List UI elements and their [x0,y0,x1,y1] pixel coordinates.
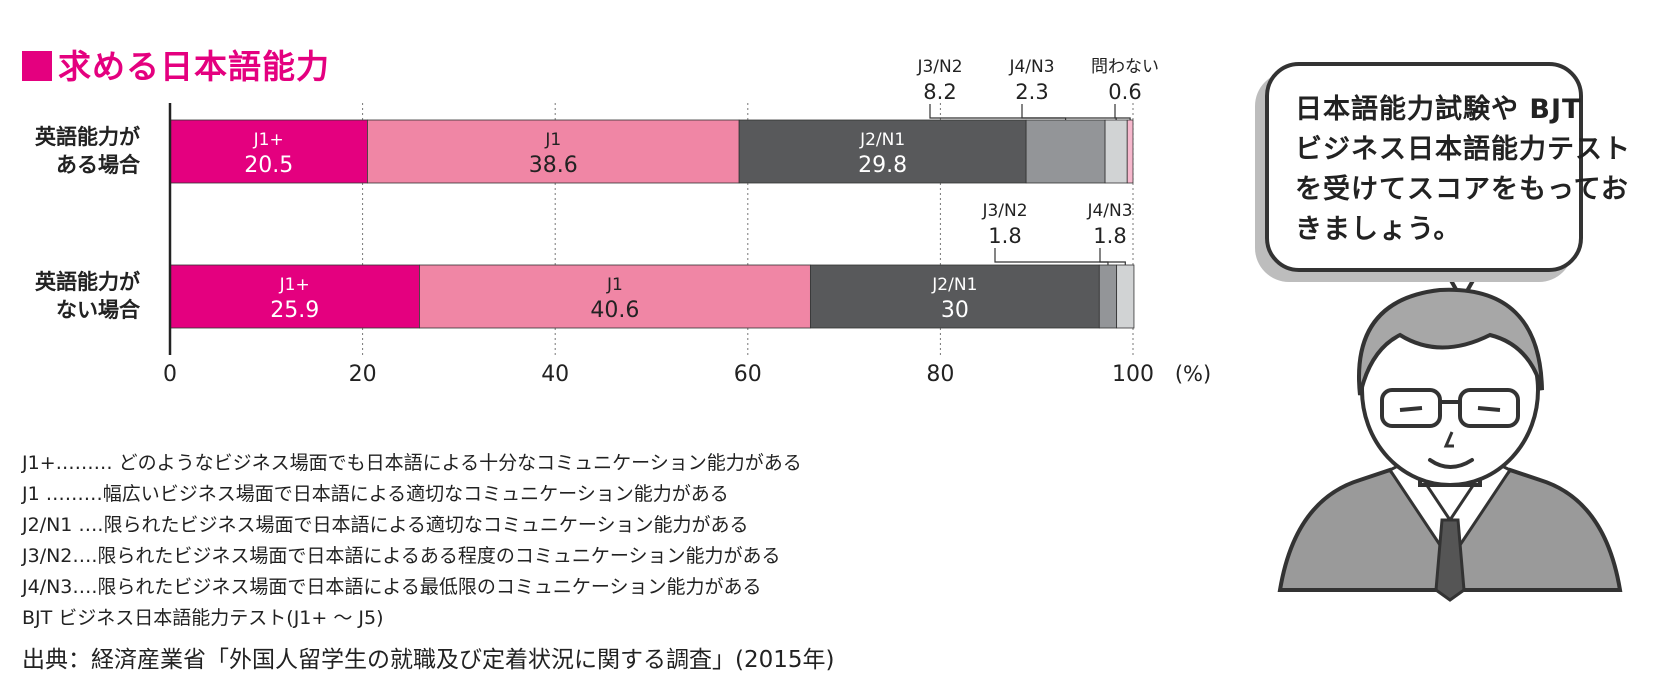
title-text: 求める日本語能力 [58,47,330,86]
note-bjt: BJT ビジネス日本語能力テスト(J1+ 〜 J5) [22,607,384,629]
category-label: 英語能力が [35,270,140,294]
bar-J1+ [169,119,368,184]
x-tick-label: 20 [349,362,377,387]
callout-label: J4/N3 [1008,57,1054,77]
bar-J1+ [169,264,420,329]
bar-series-label: J1 [544,130,561,150]
legend-notes: J1+……… どのようなビジネス場面でも日本語による十分なコミュニケーション能力… [22,448,802,634]
callout-leader [1099,248,1126,265]
bar-series-label: J1+ [279,275,310,295]
callout-label: 問わない [1091,57,1159,77]
bar-J4/N3 [1104,119,1128,184]
bar-J3/N2 [1098,264,1118,329]
mouth-icon [1428,458,1474,469]
note-j4n3: J4/N3….限られたビジネス場面で日本語による最低限のコミュニケーション能力が… [22,576,762,598]
callout-label: J3/N2 [981,201,1027,221]
speech-bubble: 日本語能力試験や BJT ビジネス日本語能力テスト を受けてスコアをもってお き… [1265,62,1631,272]
bubble-line-2: ビジネス日本語能力テスト [1295,134,1631,165]
note-j2n1: J2/N1 ….限られたビジネス場面で日本語による適切なコミュニケーション能力が… [22,514,749,536]
category-label: ない場合 [56,298,141,322]
bubble-line-4: きましょう。 [1295,214,1462,245]
category-label: ある場合 [56,153,141,177]
bar-value-label: 38.6 [529,153,578,178]
bar-J4/N3 [1116,264,1135,329]
bar-value-label: 40.6 [590,298,639,323]
bar-J2/N1 [809,264,1100,329]
note-j3n2: J3/N2….限られたビジネス場面で日本語によるある程度のコミュニケーション能力… [22,545,781,567]
x-tick-label: 100 [1112,362,1154,387]
callout-leader [994,248,1109,265]
bar-J1 [419,264,811,329]
glasses-left-icon [1380,388,1442,428]
nose-icon [1443,431,1454,448]
person-illustration [1277,267,1623,602]
bar-value-label: 30 [941,298,969,323]
tie-icon [1434,518,1466,602]
bar-J1 [367,119,740,184]
bar-value-label: 25.9 [270,298,319,323]
eye-left-icon [1399,406,1423,412]
bubble-line-1: 日本語能力試験や BJT [1295,94,1582,125]
callout-leader [929,104,1067,120]
callout-value: 0.6 [1108,80,1141,104]
x-tick-label: 40 [541,362,569,387]
stacked-bar-chart: J1+20.5J138.6J2/N129.8英語能力がある場合J1+25.9J1… [35,57,1211,387]
bar-series-label: J2/N1 [859,130,905,150]
glasses-right-icon [1458,388,1520,428]
unit-label: (%) [1175,362,1211,386]
callout-leader [1021,104,1117,120]
callout-value: 8.2 [923,80,956,104]
x-tick-label: 80 [926,362,954,387]
callout-label: J4/N3 [1086,201,1132,221]
x-tick-label: 60 [734,362,762,387]
bar-series-label: J1+ [253,130,284,150]
bar-J2/N1 [738,119,1027,184]
title-square-icon [22,51,52,81]
bar-問わない [1126,119,1134,184]
bar-series-label: J2/N1 [931,275,977,295]
callout-value: 1.8 [988,224,1021,248]
bar-J3/N2 [1025,119,1106,184]
eye-right-icon [1477,406,1501,412]
bubble-line-3: を受けてスコアをもってお [1295,174,1629,205]
x-tick-label: 0 [163,362,177,387]
note-j1plus: J1+……… どのようなビジネス場面でも日本語による十分なコミュニケーション能力… [22,452,802,474]
hair-icon [1357,287,1544,396]
note-j1: J1 ………幅広いビジネス場面で日本語による適切なコミュニケーション能力がある [22,483,729,505]
category-label: 英語能力が [35,125,140,149]
source-citation: 出典：経済産業省「外国人留学生の就職及び定着状況に関する調査」(2015年) [22,647,835,673]
callout-leader [1114,104,1131,120]
callout-label: J3/N2 [916,57,962,77]
bar-value-label: 29.8 [858,153,907,178]
callout-value: 1.8 [1093,224,1126,248]
bar-series-label: J1 [606,275,623,295]
chart-title: 求める日本語能力 [22,40,330,88]
bar-value-label: 20.5 [244,153,293,178]
callout-value: 2.3 [1015,80,1048,104]
